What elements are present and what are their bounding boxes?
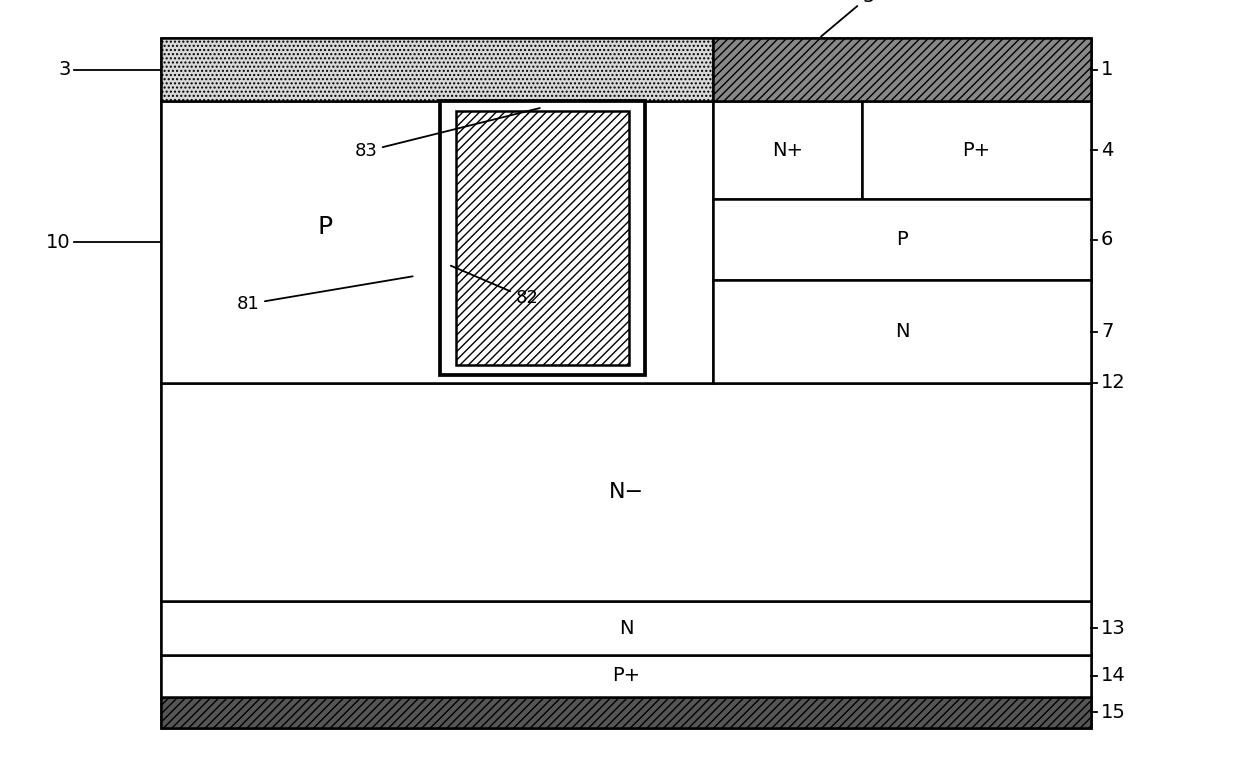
Text: P: P xyxy=(317,214,334,239)
Text: 7: 7 xyxy=(1101,322,1114,341)
Bar xyxy=(713,199,1091,280)
Bar xyxy=(161,38,713,101)
Bar xyxy=(713,280,1091,383)
Text: 4: 4 xyxy=(1101,141,1114,159)
Bar xyxy=(713,38,1091,101)
Bar xyxy=(161,101,713,383)
Text: 5: 5 xyxy=(821,0,874,37)
Bar xyxy=(440,101,645,375)
Bar xyxy=(161,655,1091,697)
Text: P: P xyxy=(897,231,908,249)
Text: 10: 10 xyxy=(46,233,71,251)
Text: 15: 15 xyxy=(1101,703,1126,722)
Text: 12: 12 xyxy=(1101,374,1126,392)
Text: N−: N− xyxy=(609,482,644,502)
Text: 3: 3 xyxy=(58,61,71,79)
Text: 1: 1 xyxy=(1101,61,1114,79)
Text: 82: 82 xyxy=(451,266,538,307)
Text: 13: 13 xyxy=(1101,619,1126,637)
Bar xyxy=(456,111,629,365)
Text: N: N xyxy=(895,322,909,341)
Bar xyxy=(161,601,1091,655)
Text: 81: 81 xyxy=(237,277,413,313)
Text: 83: 83 xyxy=(355,108,539,160)
Bar xyxy=(713,101,862,199)
Text: 14: 14 xyxy=(1101,666,1126,686)
Text: P+: P+ xyxy=(962,141,991,159)
Bar xyxy=(161,383,1091,601)
Text: N: N xyxy=(619,619,634,637)
Bar xyxy=(161,697,1091,728)
Bar xyxy=(161,38,1091,728)
Text: N+: N+ xyxy=(771,141,804,159)
Text: 6: 6 xyxy=(1101,231,1114,249)
Text: P+: P+ xyxy=(613,666,640,686)
Bar xyxy=(862,101,1091,199)
